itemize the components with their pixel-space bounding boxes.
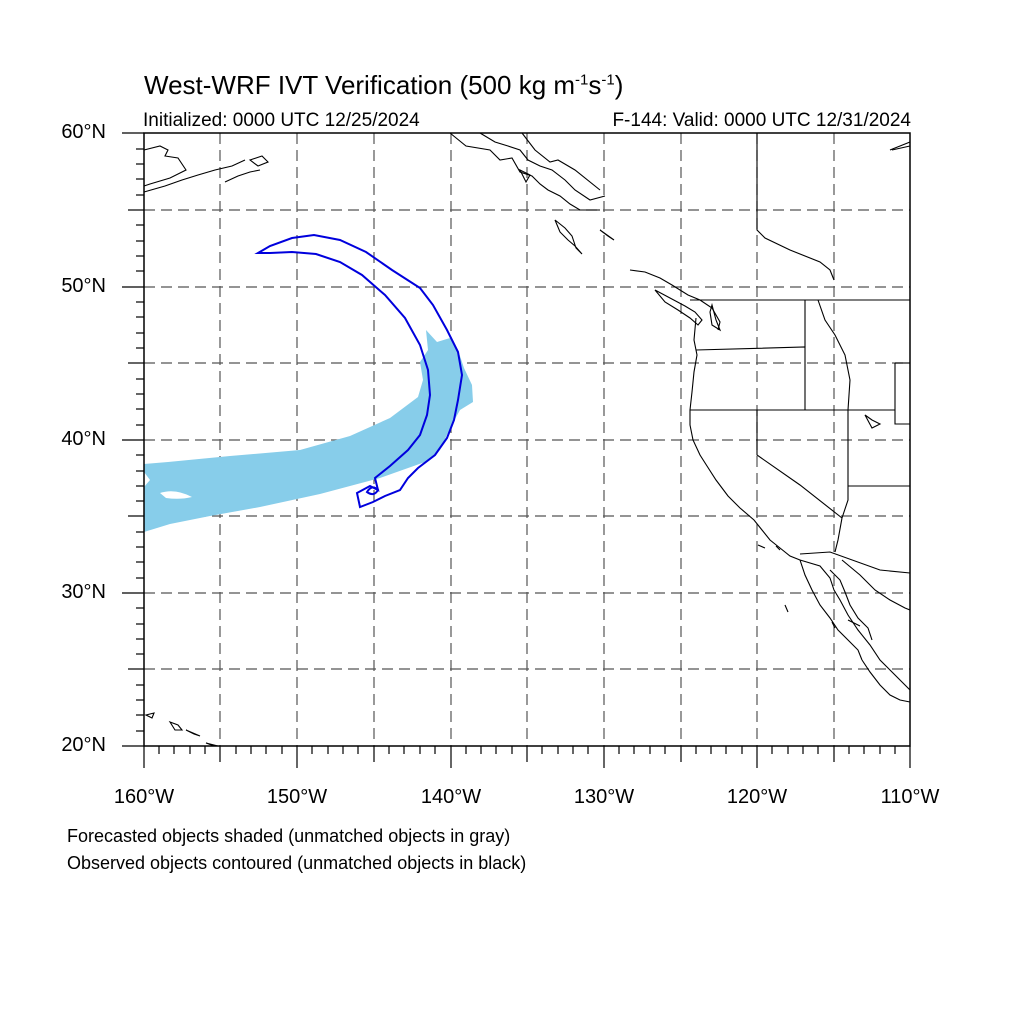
lat-label-60n: 60°N — [61, 121, 106, 143]
coastlines — [143, 132, 911, 747]
lon-label-130w: 130°W — [573, 786, 635, 808]
initialized-time: Initialized: 0000 UTC 12/25/2024 — [143, 110, 420, 131]
gridlines — [144, 133, 910, 746]
lon-label-120w: 120°W — [726, 786, 788, 808]
lon-label-150w: 150°W — [266, 786, 328, 808]
lat-label-40n: 40°N — [61, 428, 106, 450]
lat-label-20n: 20°N — [61, 734, 106, 756]
map-title: West-WRF IVT Verification (500 kg m-1s-1… — [144, 70, 624, 100]
note-observed: Observed objects contoured (unmatched ob… — [67, 853, 527, 873]
note-forecast: Forecasted objects shaded (unmatched obj… — [67, 826, 511, 846]
tick-marks — [122, 132, 911, 768]
forecast-ivt-object — [144, 330, 473, 532]
valid-time: F-144: Valid: 0000 UTC 12/31/2024 — [612, 110, 911, 131]
lon-label-140w: 140°W — [420, 786, 482, 808]
observed-ivt-contour — [254, 233, 464, 509]
lon-label-110w: 110°W — [880, 786, 940, 808]
lon-label-160w: 160°W — [113, 786, 175, 808]
lat-label-50n: 50°N — [61, 275, 106, 297]
lat-label-30n: 30°N — [61, 581, 106, 603]
